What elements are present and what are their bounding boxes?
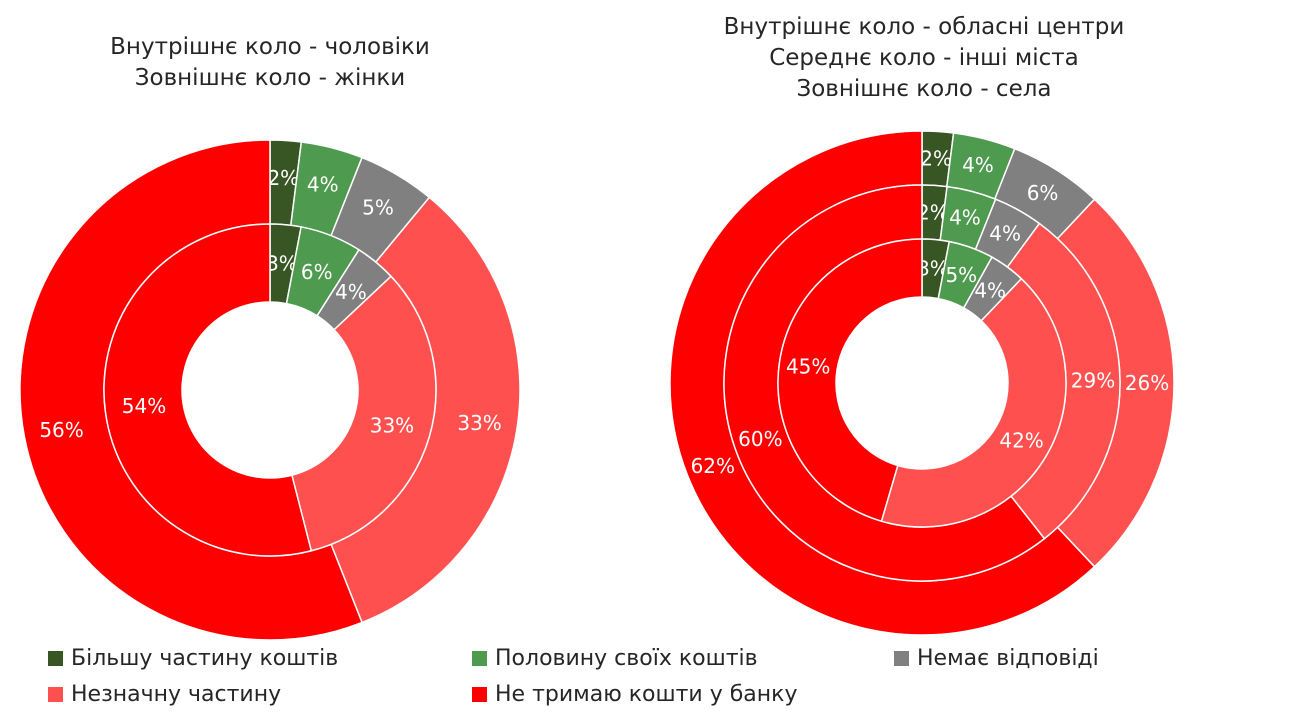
title-line: Зовнішнє коло - села [796,76,1052,102]
middle-ring-data-label: 60% [738,427,782,451]
legend-swatch [48,686,63,702]
title-line: Внутрішнє коло - чоловіки [110,34,430,60]
outer-ring-data-label: 6% [1027,181,1059,205]
inner-ring-slice [290,275,437,552]
inner-ring-data-label: 45% [786,355,830,379]
donut-chart-gender: 2% 4%5%33%56%3% 6%4%33%54% [19,139,521,641]
inner-ring-data-label: 6% [301,260,333,284]
legend-label: Незначну частину [71,681,282,707]
chart-title-settlement: Внутрішнє коло - обласні центри Середнє … [660,12,1188,105]
legend-label: Половину своїх коштів [495,645,758,671]
legend-item: Немає відповіді [894,644,1099,672]
legend-item: Половину своїх коштів [472,644,758,672]
inner-ring-data-label: 4% [974,278,1006,302]
middle-ring-data-label: 29% [1071,368,1115,392]
title-line: Середнє коло - інші міста [769,45,1079,71]
inner-ring-slice [880,277,1067,528]
legend-swatch [472,686,487,702]
title-line: Зовнішнє коло - жінки [134,65,406,91]
inner-ring-slice [777,238,923,523]
inner-ring-data-label: 54% [122,394,166,418]
outer-ring-data-label: 56% [39,418,83,442]
inner-ring-slice [103,223,313,557]
chart-title-gender: Внутрішнє коло - чоловіки Зовнішнє коло … [0,32,540,94]
outer-ring-data-label: 33% [457,411,501,435]
outer-ring-data-label: 2% [920,146,952,170]
middle-ring-data-label: 4% [949,205,981,229]
legend-item: Більшу частину коштів [48,644,338,672]
middle-ring-data-label: 4% [989,222,1021,246]
legend-label: Немає відповіді [917,645,1099,671]
inner-ring-data-label: 42% [999,429,1043,453]
inner-ring-data-label: 4% [335,280,367,304]
legend-item: Незначну частину [48,680,281,708]
outer-ring-data-label: 26% [1125,371,1169,395]
outer-ring-data-label: 4% [307,172,339,196]
legend-item: Не тримаю кошти у банку [472,680,797,708]
donut-chart-settlement: 2% 4%6%26%62%2% 4%4%29%60%3%5%4%42%45% [669,130,1175,636]
inner-ring-data-label: 5% [945,263,977,287]
legend-label: Більшу частину коштів [71,645,339,671]
outer-ring-data-label: 2% [267,166,299,190]
title-line: Внутрішнє коло - обласні центри [723,14,1125,40]
outer-ring-data-label: 4% [962,153,994,177]
legend-swatch [48,650,63,666]
legend-swatch [472,650,487,666]
legend-label: Не тримаю кошти у банку [495,681,798,707]
legend-swatch [894,650,909,666]
outer-ring-data-label: 5% [362,195,394,219]
outer-ring-data-label: 62% [691,454,735,478]
inner-ring-data-label: 33% [370,413,414,437]
